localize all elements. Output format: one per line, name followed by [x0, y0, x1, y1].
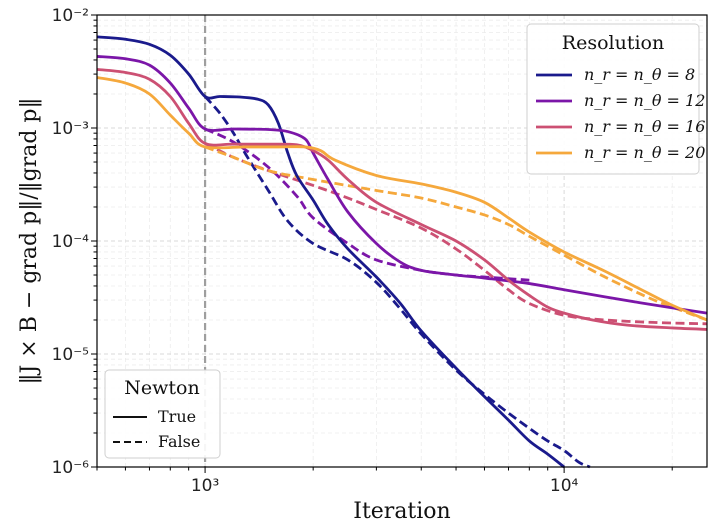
axis-ticks: 10³ 10⁴ 10⁻⁶ 10⁻⁵ 10⁻⁴ 10⁻³ 10⁻²: [52, 6, 673, 496]
x-tick-label: 10³: [191, 476, 219, 496]
series-line-4: [204, 127, 530, 282]
legend-newton-label: True: [158, 407, 196, 426]
legend-resolution-box: [526, 23, 700, 175]
legend-resolution-label: n_r = n_θ = 20: [584, 143, 705, 162]
series-line-7: [96, 76, 708, 322]
legend-newton-title: Newton: [124, 377, 199, 399]
x-tick-label: 10⁴: [550, 476, 579, 496]
legend-newton: Newton True False: [104, 369, 221, 459]
legend-resolution-label: n_r = n_θ = 12: [584, 91, 705, 110]
y-tick-label: 10⁻³: [52, 119, 89, 139]
legend-newton-box: [104, 369, 221, 459]
legend-resolution-label: n_r = n_θ = 16: [584, 117, 705, 136]
legend-resolution-title: Resolution: [562, 32, 664, 54]
legend-resolution: Resolution n_r = n_θ = 8 n_r = n_θ = 12 n_…: [526, 23, 705, 175]
series-line-2: [204, 95, 591, 469]
y-tick-label: 10⁻⁶: [52, 458, 90, 478]
series-line-3: [96, 55, 708, 315]
grid: [96, 14, 707, 468]
x-axis-label: Iteration: [353, 499, 450, 524]
legend-resolution-label: n_r = n_θ = 8: [584, 65, 695, 84]
legend-newton-label: False: [158, 432, 200, 451]
y-tick-label: 10⁻⁵: [52, 345, 89, 365]
plot-lines: [96, 35, 708, 469]
series-line-5: [96, 68, 708, 331]
y-tick-label: 10⁻⁴: [52, 232, 90, 252]
series-line-1: [96, 35, 565, 469]
y-tick-label: 10⁻²: [52, 6, 89, 26]
series-line-8: [204, 145, 708, 322]
y-axis-label: ‖J × B − grad p‖/‖grad p‖: [17, 98, 42, 385]
